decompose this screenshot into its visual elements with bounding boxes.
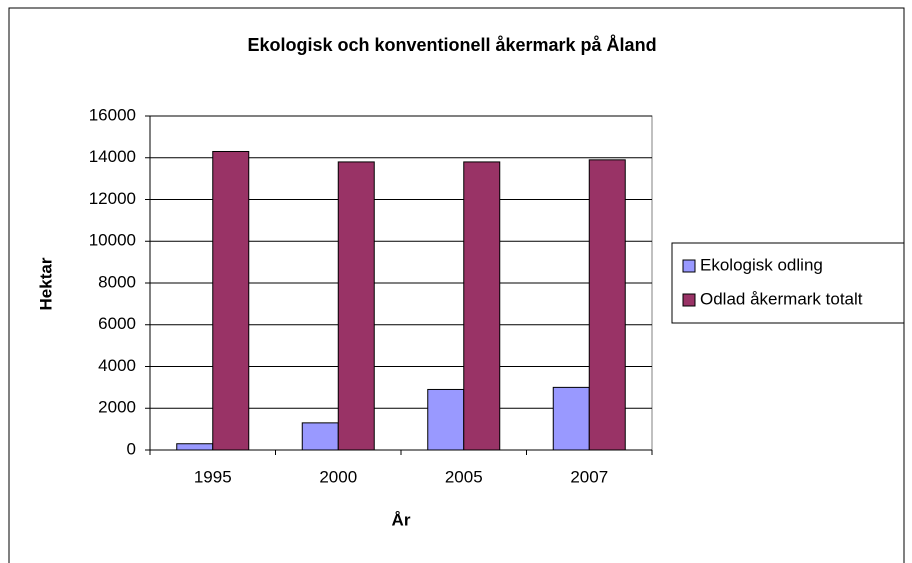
y-tick-label: 8000 xyxy=(98,272,136,291)
y-tick-label: 2000 xyxy=(98,398,136,417)
bar xyxy=(552,386,590,451)
x-axis-label: År xyxy=(392,510,411,529)
y-axis-label: Hektar xyxy=(36,257,55,310)
y-tick-label: 6000 xyxy=(98,314,136,333)
x-tick-label: 2005 xyxy=(445,467,483,486)
bar xyxy=(588,159,626,451)
legend-label: Ekologisk odling xyxy=(700,255,823,274)
x-tick-label: 1995 xyxy=(194,467,232,486)
bar xyxy=(176,443,214,451)
x-tick-label: 2007 xyxy=(570,467,608,486)
legend-swatch xyxy=(682,293,696,307)
y-tick-label: 12000 xyxy=(89,189,136,208)
x-tick-label: 2000 xyxy=(319,467,357,486)
bar xyxy=(427,388,465,451)
y-tick-label: 16000 xyxy=(89,105,136,124)
legend-swatch xyxy=(682,259,696,273)
y-tick-label: 4000 xyxy=(98,356,136,375)
legend-label: Odlad åkermark totalt xyxy=(700,289,863,308)
y-tick-label: 14000 xyxy=(89,147,136,166)
bar xyxy=(337,161,375,451)
bar xyxy=(301,422,339,451)
y-tick-label: 0 xyxy=(127,439,136,458)
y-tick-label: 10000 xyxy=(89,231,136,250)
bar xyxy=(463,161,501,451)
bar xyxy=(212,150,250,451)
legend xyxy=(671,242,905,324)
chart-title: Ekologisk och konventionell åkermark på … xyxy=(247,35,656,55)
